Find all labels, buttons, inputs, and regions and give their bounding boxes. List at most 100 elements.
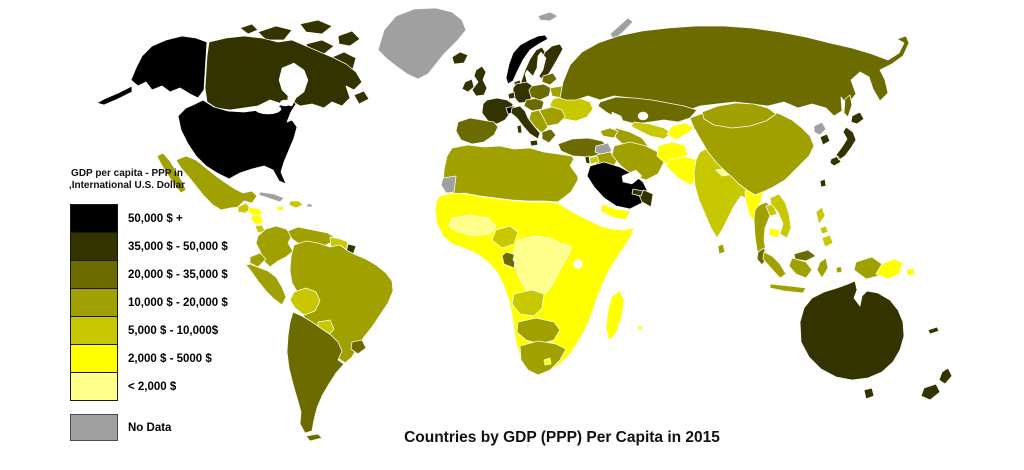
country-nicaragua xyxy=(250,214,264,226)
country-peru xyxy=(245,263,287,306)
country-uk xyxy=(471,65,488,97)
map-title: Countries by GDP (PPP) Per Capita in 201… xyxy=(404,429,720,446)
legend-label: 35,000 $ - 50,000 $ xyxy=(128,240,228,253)
legend-row: 50,000 $ + xyxy=(70,204,288,234)
legend-label: < 2,000 $ xyxy=(128,380,177,393)
country-usa-alaska xyxy=(96,35,208,106)
legend-row: 35,000 $ - 50,000 $ xyxy=(70,232,288,262)
country-cambodia xyxy=(768,227,781,239)
country-caucasus xyxy=(599,127,619,139)
legend: GDP per capita - PPP in ,International U… xyxy=(58,168,288,442)
legend-rows: 50,000 $ + 35,000 $ - 50,000 $ 20,000 $ … xyxy=(70,204,288,442)
country-australia xyxy=(799,280,905,381)
country-new-caledonia xyxy=(927,326,940,335)
country-poland xyxy=(528,83,552,101)
legend-label: 2,000 $ - 5000 $ xyxy=(128,352,212,365)
country-mexico xyxy=(156,152,258,211)
country-spain-portugal xyxy=(455,117,499,145)
country-jordan xyxy=(588,155,600,165)
country-vietnam xyxy=(769,193,792,239)
country-hispaniola xyxy=(288,200,304,209)
country-laos xyxy=(765,203,778,217)
country-cuba xyxy=(258,191,285,203)
country-benelux xyxy=(507,91,516,100)
persian-gulf xyxy=(621,169,643,185)
legend-row: < 2,000 $ xyxy=(70,372,288,402)
country-saudi-arabia xyxy=(586,161,649,210)
country-uae xyxy=(631,188,644,197)
country-malaysia xyxy=(756,247,817,266)
red-sea xyxy=(569,159,604,209)
hudson-bay xyxy=(278,62,309,107)
country-drc xyxy=(513,235,573,299)
country-japan xyxy=(829,111,865,167)
legend-title-line2: ,International U.S. Dollar xyxy=(68,180,186,192)
country-australia-tasmania xyxy=(863,387,875,400)
legend-label: No Data xyxy=(128,421,172,434)
legend-swatch-5k-10k xyxy=(70,316,118,346)
country-ireland xyxy=(461,78,475,93)
country-south-africa xyxy=(519,340,567,376)
country-western-sahara xyxy=(440,175,457,194)
legend-label: 10,000 $ - 20,000 $ xyxy=(128,296,228,309)
legend-swatch-2k-5k xyxy=(70,344,118,374)
great-lakes xyxy=(254,103,282,115)
legend-label: 5,000 $ - 10,000$ xyxy=(128,324,219,337)
country-madagascar xyxy=(605,290,625,342)
country-iceland xyxy=(451,51,469,65)
country-puerto-rico xyxy=(306,203,313,208)
legend-label: 50,000 $ + xyxy=(128,212,183,225)
legend-row-no-data: No Data xyxy=(70,414,288,442)
legend-title: GDP per capita - PPP in ,International U… xyxy=(58,168,196,192)
lake-victoria xyxy=(573,259,583,269)
country-greenland xyxy=(377,7,467,80)
country-south-korea xyxy=(819,133,831,146)
legend-label: 20,000 $ - 35,000 $ xyxy=(128,268,228,281)
country-italy xyxy=(510,105,541,147)
legend-swatch-under-2k xyxy=(70,372,118,402)
legend-row: 20,000 $ - 35,000 $ xyxy=(70,260,288,290)
country-sri-lanka xyxy=(717,243,726,255)
country-new-zealand xyxy=(920,367,953,401)
country-israel xyxy=(584,155,591,165)
country-ecuador xyxy=(249,252,267,268)
legend-swatch-10k-20k xyxy=(70,288,118,318)
country-france xyxy=(481,97,514,125)
country-honduras xyxy=(247,206,264,217)
gulf-of-bothnia xyxy=(536,51,547,79)
great-lakes-east xyxy=(279,99,291,107)
legend-row: 5,000 $ - 10,000$ xyxy=(70,316,288,346)
legend-swatch-35k-50k xyxy=(70,232,118,262)
legend-swatch-no-data xyxy=(70,414,118,442)
region-west-africa-interior xyxy=(448,214,497,237)
legend-title-line1: GDP per capita - PPP in xyxy=(71,168,183,179)
legend-row: 10,000 $ - 20,000 $ xyxy=(70,288,288,318)
country-russia-sakhalin xyxy=(843,94,853,118)
country-svalbard xyxy=(537,11,559,22)
legend-row: 2,000 $ - 5000 $ xyxy=(70,344,288,374)
legend-swatch-50k-plus xyxy=(70,204,118,234)
country-colombia xyxy=(255,225,294,268)
country-mongolia xyxy=(701,102,777,129)
country-norway xyxy=(505,34,549,85)
country-taiwan xyxy=(819,178,827,188)
country-mauritius xyxy=(637,325,643,331)
country-uzbekistan xyxy=(630,121,673,140)
country-philippines xyxy=(815,206,834,248)
country-venezuela xyxy=(287,226,335,248)
country-indonesia xyxy=(762,251,883,294)
country-canada-newfoundland xyxy=(353,90,370,105)
country-bolivia xyxy=(289,287,321,316)
country-namibia-botswana xyxy=(516,317,561,345)
legend-swatch-20k-35k xyxy=(70,260,118,290)
country-argentina-chile xyxy=(286,311,345,442)
country-angola xyxy=(511,289,545,317)
country-greece xyxy=(541,128,557,144)
country-kyrgyzstan-tajikistan xyxy=(666,122,695,141)
country-yemen xyxy=(600,203,631,221)
aral-sea xyxy=(637,111,649,121)
black-sea xyxy=(560,120,596,138)
country-nigeria xyxy=(491,225,519,249)
